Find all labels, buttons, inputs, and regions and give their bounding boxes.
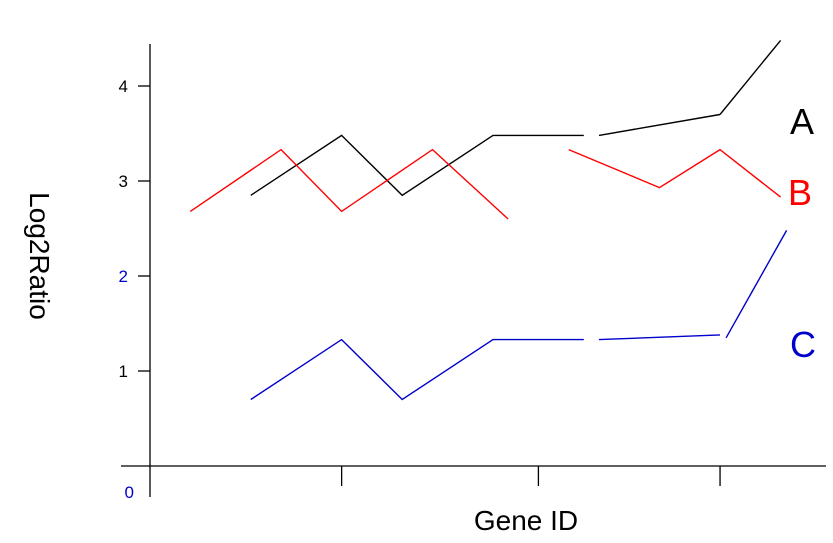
series-c-line-segment xyxy=(598,334,721,341)
x-axis-title: Gene ID xyxy=(474,505,578,536)
chart-axes xyxy=(121,44,826,497)
series-b-label: B xyxy=(788,172,812,213)
y-tick-label: 3 xyxy=(119,172,128,191)
series-a-line-segment xyxy=(719,39,782,115)
chart-series-lines xyxy=(189,39,788,401)
series-a-label: A xyxy=(790,101,814,142)
series-c-line-segment xyxy=(250,338,584,401)
chart-ticks: 0 1 2 3 4 xyxy=(119,77,721,502)
y-tick-label: 2 xyxy=(119,267,128,286)
series-b-line-segment xyxy=(568,148,782,198)
y-tick-label: 0 xyxy=(125,483,134,502)
y-tick-label: 4 xyxy=(119,77,128,96)
series-b-line-segment xyxy=(189,148,509,220)
y-tick-label: 1 xyxy=(119,362,128,381)
series-c-line-segment xyxy=(725,230,788,339)
series-a-line-segment xyxy=(598,113,721,137)
chart-series-labels: AB C xyxy=(788,101,816,365)
series-a-line-segment xyxy=(250,134,584,197)
series-c-label: C xyxy=(790,324,816,365)
y-axis-title: Log2Ratio xyxy=(24,192,55,320)
